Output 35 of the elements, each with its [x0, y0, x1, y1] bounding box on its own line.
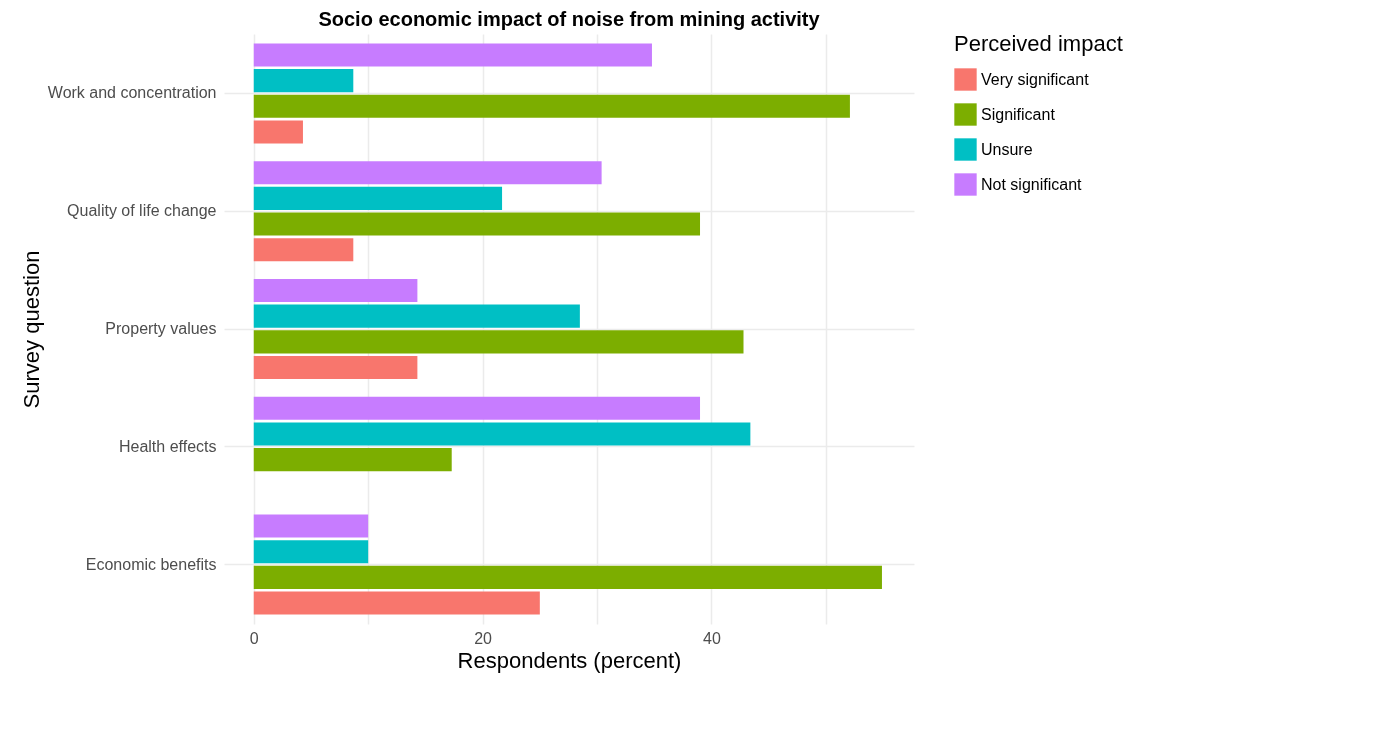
bar [253, 304, 580, 328]
y-tick-label: Health effects [118, 437, 217, 455]
bar [253, 540, 369, 564]
y-tick-label: Economic benefits [85, 555, 217, 573]
x-tick-label: 0 [249, 629, 259, 647]
bar [253, 161, 602, 185]
bar [253, 120, 303, 144]
legend-label: Very significant [981, 70, 1090, 88]
bar [253, 238, 354, 262]
legend-label: Unsure [981, 140, 1033, 158]
y-tick-label: Property values [105, 320, 217, 337]
bar [253, 330, 744, 354]
bar [253, 448, 452, 472]
legend-label: Not significant [981, 175, 1083, 193]
y-axis-title: Survey question [18, 250, 44, 409]
bar [253, 186, 503, 210]
legend-title: Perceived impact [954, 31, 1123, 56]
bar [253, 565, 882, 589]
bar [253, 422, 751, 446]
x-tick-label: 20 [474, 629, 493, 647]
bar [253, 591, 540, 615]
bar [253, 43, 652, 67]
bar [253, 278, 418, 303]
legend-label: Significant [981, 105, 1056, 123]
y-tick-label: Quality of life change [67, 202, 217, 220]
x-tick-label: 40 [703, 629, 721, 647]
y-tick-label: Work and concentration [47, 84, 217, 102]
x-axis-title: Respondents (percent) [457, 647, 682, 673]
bar [253, 514, 369, 538]
bar [253, 69, 354, 93]
chart-title: Socio economic impact of noise from mining activity [318, 8, 821, 30]
bar [253, 355, 418, 380]
bar [253, 94, 850, 118]
bar [253, 212, 701, 236]
bar [253, 396, 701, 420]
